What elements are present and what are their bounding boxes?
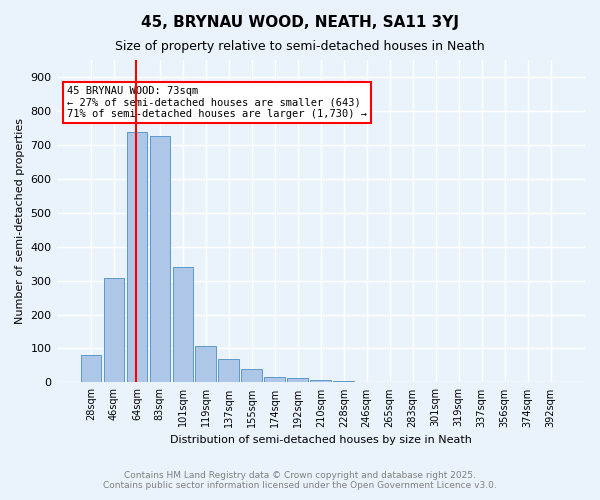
Bar bbox=[241, 369, 262, 382]
Bar bbox=[310, 380, 331, 382]
Text: 45 BRYNAU WOOD: 73sqm
← 27% of semi-detached houses are smaller (643)
71% of sem: 45 BRYNAU WOOD: 73sqm ← 27% of semi-deta… bbox=[67, 86, 367, 119]
Text: 45, BRYNAU WOOD, NEATH, SA11 3YJ: 45, BRYNAU WOOD, NEATH, SA11 3YJ bbox=[141, 15, 459, 30]
Bar bbox=[173, 267, 193, 382]
Text: Contains HM Land Registry data © Crown copyright and database right 2025.
Contai: Contains HM Land Registry data © Crown c… bbox=[103, 470, 497, 490]
Bar bbox=[265, 378, 285, 382]
Bar bbox=[196, 346, 216, 383]
Bar bbox=[149, 136, 170, 382]
Bar bbox=[218, 360, 239, 382]
Bar bbox=[80, 356, 101, 382]
Bar bbox=[287, 378, 308, 382]
X-axis label: Distribution of semi-detached houses by size in Neath: Distribution of semi-detached houses by … bbox=[170, 435, 472, 445]
Bar bbox=[334, 380, 354, 382]
Bar bbox=[127, 132, 147, 382]
Y-axis label: Number of semi-detached properties: Number of semi-detached properties bbox=[15, 118, 25, 324]
Text: Size of property relative to semi-detached houses in Neath: Size of property relative to semi-detach… bbox=[115, 40, 485, 53]
Bar bbox=[104, 278, 124, 382]
